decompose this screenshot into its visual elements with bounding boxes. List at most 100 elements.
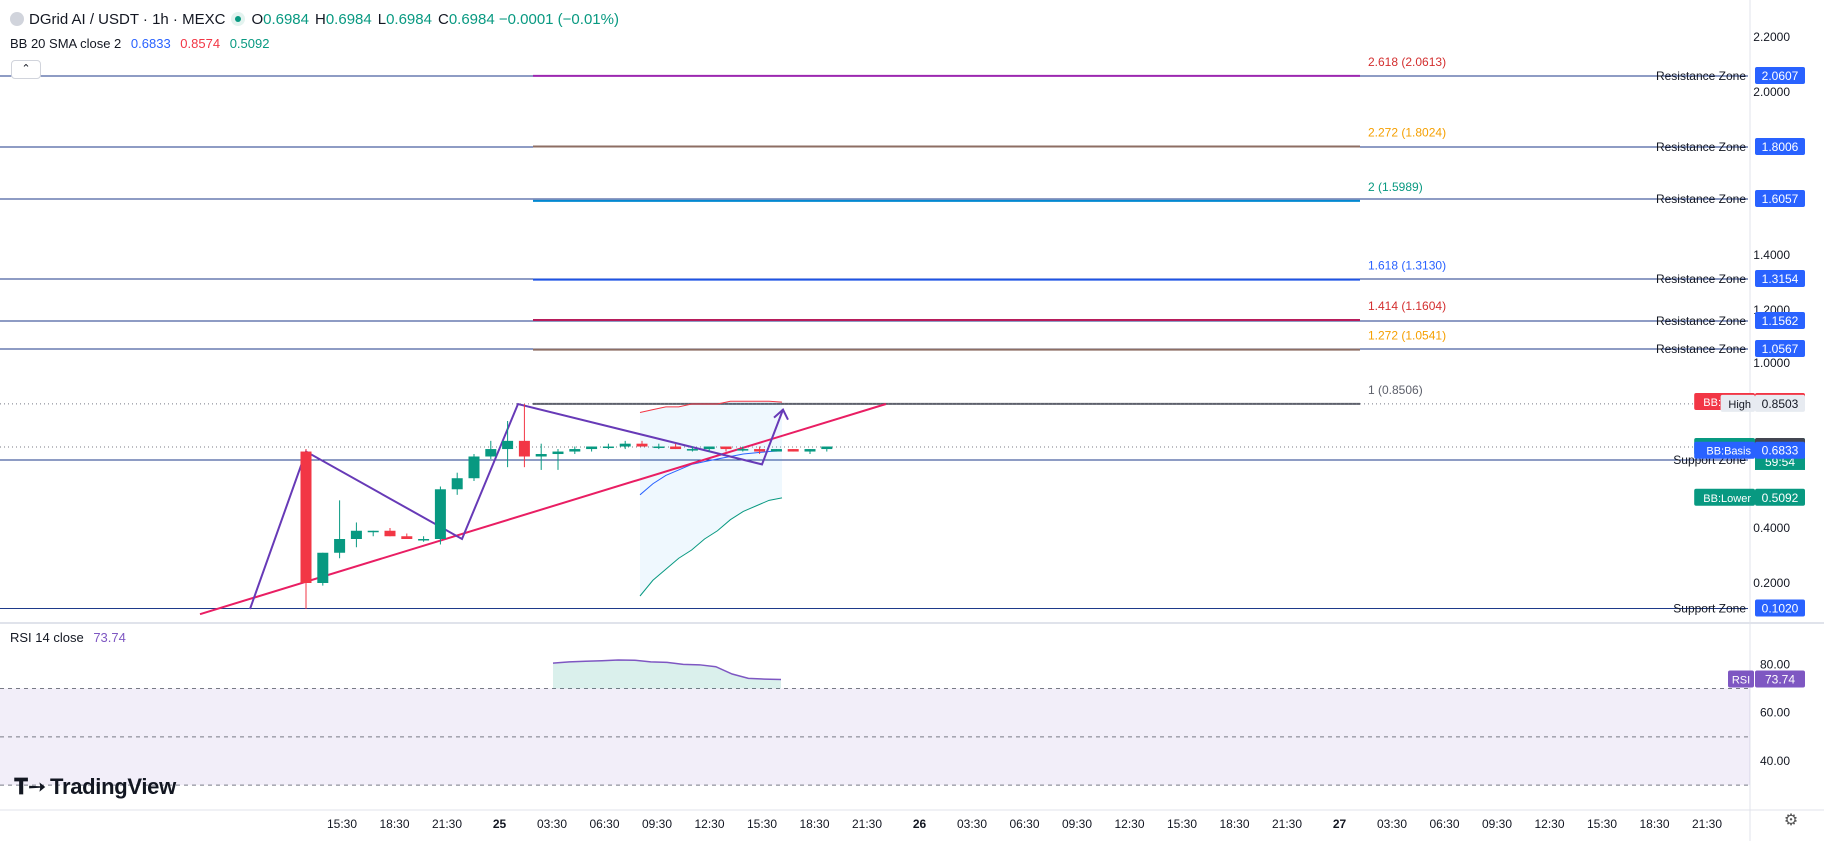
zone-tag-value-0: 2.0607 <box>1762 69 1799 83</box>
main-pane <box>0 0 1750 622</box>
zone-tag-value-7: 0.1020 <box>1762 601 1799 615</box>
y-tick-label-1: 2.0000 <box>1753 85 1790 99</box>
zone-tag-bg-1 <box>1755 138 1805 155</box>
x-tick-label-14: 09:30 <box>1062 817 1092 831</box>
rsi-overbought-fill <box>553 659 781 689</box>
x-tick-label-7: 12:30 <box>694 817 724 831</box>
y-tick-label-5: 0.4000 <box>1753 521 1790 535</box>
candle-body-15 <box>552 451 564 455</box>
candle-body-25 <box>720 446 732 450</box>
fib-label-1: 2.272 (1.8024) <box>1368 126 1446 140</box>
candle-body-9 <box>451 478 463 490</box>
zone-tag-value-2: 1.6057 <box>1762 192 1799 206</box>
fib-label-6: 1 (0.8506) <box>1368 383 1423 397</box>
legend-bb-row[interactable]: BB 20 SMA close 2 0.6833 0.8574 0.5092 <box>10 36 269 51</box>
ohlc-c-value: 0.6984 <box>448 11 495 28</box>
collapse-legend-button[interactable]: ⌃ <box>11 60 41 79</box>
x-tick-label-20: 03:30 <box>1377 817 1407 831</box>
zone-tag-value-4: 1.1562 <box>1762 314 1799 328</box>
candle-body-8 <box>434 489 446 539</box>
price-tag-label-4: BB:Basis <box>1706 446 1751 458</box>
candle-body-2 <box>334 539 346 553</box>
tradingview-logo-icon: 𝐓➙ <box>14 774 47 799</box>
price-tag-value-4: 0.6833 <box>1762 444 1799 458</box>
bb-upper-value: 0.8574 <box>180 36 221 51</box>
x-tick-label-16: 15:30 <box>1167 817 1197 831</box>
rsi-tag-bg <box>1755 670 1805 688</box>
price-tag-bg-1 <box>1755 394 1805 412</box>
x-tick-label-23: 12:30 <box>1534 817 1564 831</box>
market-open-icon <box>231 12 246 26</box>
symbol-title[interactable]: DGrid AI / USDT · 1h · MEXC <box>29 11 226 28</box>
candle-body-20 <box>636 443 648 447</box>
candle-body-14 <box>535 454 547 457</box>
zone-tag-bg-7 <box>1755 599 1805 617</box>
fib-label-2: 2 (1.5989) <box>1368 180 1423 194</box>
zone-tag-bg-4 <box>1755 312 1805 329</box>
bb-indicator-label[interactable]: BB 20 SMA close 2 <box>10 36 122 51</box>
rsi-value: 73.74 <box>93 630 126 645</box>
fib-label-0: 2.618 (2.0613) <box>1368 55 1446 69</box>
ohlc-o-value: 0.6984 <box>263 11 309 28</box>
gear-icon[interactable]: ⚙ <box>1783 812 1799 829</box>
candle-body-0 <box>300 451 312 583</box>
price-tag-label-bg-4 <box>1694 441 1755 459</box>
x-tick-label-6: 09:30 <box>642 817 672 831</box>
zone-label-5: Resistance Zone <box>1656 342 1746 356</box>
ohlc-values: O0.6984 H0.6984 L0.6984 C0.6984 <box>251 11 494 28</box>
candle-body-5 <box>384 530 396 537</box>
y-tick-label-0: 2.2000 <box>1753 30 1790 44</box>
candle-body-7 <box>418 539 430 541</box>
zone-label-4: Resistance Zone <box>1656 314 1746 328</box>
rsi-indicator-label[interactable]: RSI 14 close <box>10 630 84 645</box>
candle-body-29 <box>787 449 799 452</box>
ohlc-l-label: L <box>377 11 387 28</box>
candle-body-1 <box>317 552 329 583</box>
legend-symbol-row: DGrid AI / USDT · 1h · MEXC O0.6984 H0.698… <box>10 11 619 28</box>
x-tick-label-0: 15:30 <box>327 817 357 831</box>
rsi-tag-value: 73.74 <box>1765 672 1795 686</box>
candle-body-11 <box>485 449 497 457</box>
rsi-line <box>552 659 782 681</box>
candle-body-3 <box>350 530 362 539</box>
x-tick-label-10: 21:30 <box>852 817 882 831</box>
rsi-y-tick-label-2: 40.00 <box>1760 754 1790 768</box>
candle-body-19 <box>619 443 631 447</box>
tradingview-brand-text: TradingView <box>50 774 176 799</box>
rsi-y-tick-label-1: 60.00 <box>1760 706 1790 720</box>
price-tag-label-bg-1 <box>1720 394 1755 412</box>
y-tick-label-6: 0.2000 <box>1753 576 1790 590</box>
legend-rsi-row[interactable]: RSI 14 close 73.74 <box>10 630 126 645</box>
x-tick-label-18: 21:30 <box>1272 817 1302 831</box>
candle-body-12 <box>502 440 514 450</box>
price-tag-bg-5 <box>1755 488 1805 506</box>
fib-label-5: 1.272 (1.0541) <box>1368 329 1446 343</box>
y-tick-label-4: 1.0000 <box>1753 356 1790 370</box>
rsi-tag-label: RSI <box>1732 674 1750 686</box>
x-tick-label-3: 25 <box>493 817 507 831</box>
tradingview-logo[interactable]: 𝐓➙ TradingView <box>14 774 176 800</box>
price-tag-label-5: BB:Lower <box>1703 493 1751 505</box>
x-tick-label-12: 03:30 <box>957 817 987 831</box>
bb-upper-line <box>639 400 783 413</box>
candle-body-17 <box>586 446 598 450</box>
candle-body-31 <box>821 446 833 450</box>
fib-label-3: 1.618 (1.3130) <box>1368 259 1446 273</box>
x-tick-label-26: 21:30 <box>1692 817 1722 831</box>
x-tick-label-17: 18:30 <box>1219 817 1249 831</box>
x-tick-label-24: 15:30 <box>1587 817 1617 831</box>
price-tag-bg-4 <box>1755 441 1805 459</box>
zone-tag-bg-5 <box>1755 340 1805 357</box>
zone-tag-value-5: 1.0567 <box>1762 342 1799 356</box>
price-tag-label-bg-5 <box>1694 488 1755 506</box>
zone-label-0: Resistance Zone <box>1656 69 1746 83</box>
x-tick-label-11: 26 <box>913 817 927 831</box>
x-tick-label-2: 21:30 <box>432 817 462 831</box>
zone-label-2: Resistance Zone <box>1656 192 1746 206</box>
zone-tag-bg-0 <box>1755 67 1805 84</box>
x-tick-label-1: 18:30 <box>379 817 409 831</box>
ohlc-h-label: H <box>315 11 326 28</box>
candle-body-16 <box>569 449 581 452</box>
